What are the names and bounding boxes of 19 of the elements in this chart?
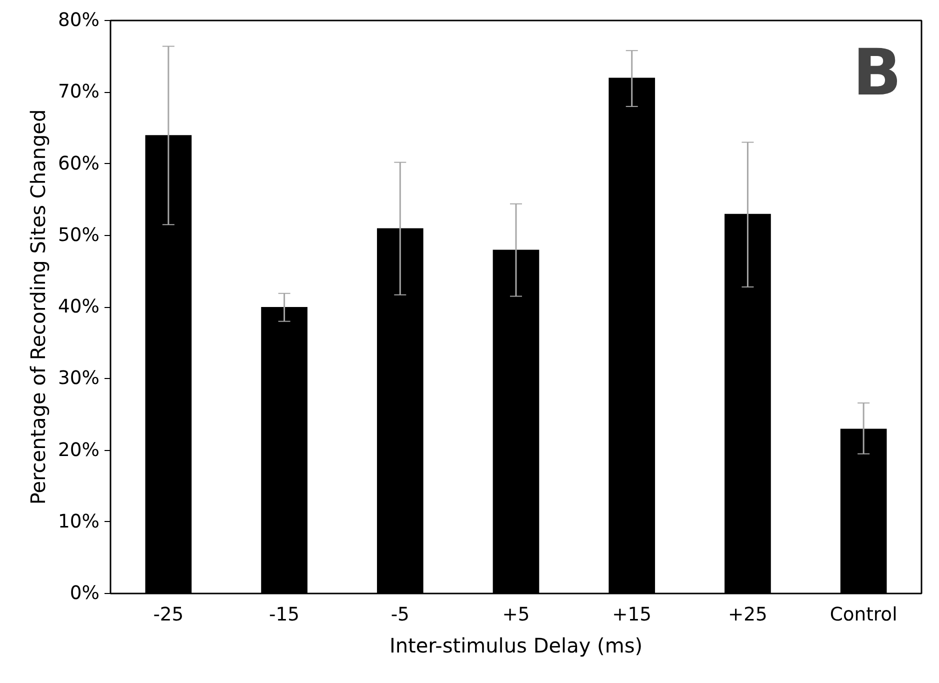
y-tick-label: 80% — [58, 10, 100, 31]
x-tick-label: -5 — [390, 604, 410, 626]
x-tick-label: +15 — [612, 604, 652, 626]
y-tick-label: 40% — [58, 296, 100, 318]
annotation: B — [852, 36, 902, 110]
y-tick-label: 20% — [58, 440, 100, 461]
y-tick-label: 70% — [58, 82, 100, 103]
x-axis-title: Inter-stimulus Delay (ms) — [389, 634, 643, 658]
y-tick-label: 30% — [58, 368, 100, 390]
x-tick-label: -15 — [269, 604, 300, 626]
y-tick-label: 10% — [58, 511, 100, 532]
y-axis-title: Percentage of Recording Sites Changed — [26, 109, 50, 505]
x-tick-label: Control — [830, 604, 898, 626]
y-tick-label: 0% — [70, 583, 100, 604]
x-tick-label: -25 — [153, 604, 184, 626]
x-tick-label: +25 — [728, 604, 768, 626]
y-tick-label: 60% — [58, 153, 100, 174]
y-tick-label: 50% — [58, 224, 100, 246]
x-tick-label: +5 — [502, 604, 530, 626]
